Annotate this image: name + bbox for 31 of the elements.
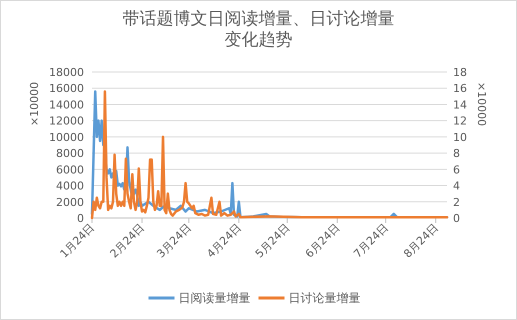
legend-label: 日阅读量增量 [178,291,250,305]
y-tick-label: 18000 [49,66,84,79]
y2-tick-label: 16 [453,82,467,96]
y2-tick-label: 10 [453,130,467,144]
y2-axis-title: ×10000 [475,82,488,126]
x-tick-label: 5月24日 [252,220,292,261]
y2-tick-label: 12 [453,114,467,128]
x-tick-label: 3月24日 [154,220,194,261]
x-tick-label: 7月24日 [351,220,391,261]
y2-tick-label: 0 [453,212,460,225]
x-tick-label: 2月24日 [108,220,148,261]
y-tick-label: 2000 [56,196,84,209]
y-tick-label: 8000 [56,147,84,160]
y-tick-label: 16000 [49,82,84,96]
y2-tick-label: 6 [453,163,460,176]
x-tick-label: 4月24日 [204,220,244,261]
y2-tick-label: 8 [453,147,460,160]
x-tick-label: 6月24日 [302,220,342,261]
chart-title: 带话题博文日阅读增量、日讨论增量变化趋势 [122,9,394,50]
y2-tick-label: 14 [453,98,467,112]
y-tick-label: 4000 [56,180,84,193]
y2-tick-label: 2 [453,196,460,209]
y-tick-label: 12000 [49,114,84,128]
y-tick-label: 10000 [49,130,84,144]
y2-tick-label: 4 [453,180,460,193]
x-tick-label: 8月24日 [401,220,441,261]
y-axis-title: ×10000 [28,82,41,126]
legend-label: 日讨论量增量 [288,291,360,305]
y-tick-label: 14000 [49,98,84,112]
y2-tick-label: 18 [453,66,467,79]
y-tick-label: 6000 [56,163,84,176]
